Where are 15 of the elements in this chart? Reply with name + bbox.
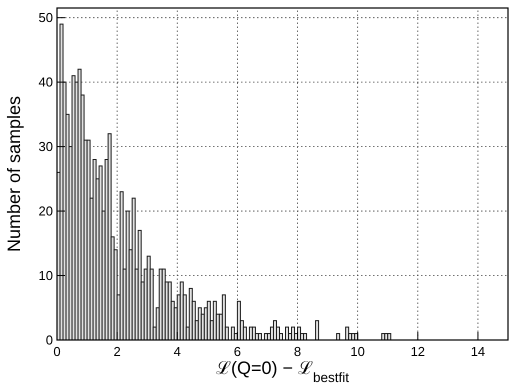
x-tick-label: 8: [294, 344, 302, 359]
y-tick-label: 40: [38, 74, 53, 90]
x-tick-label: 14: [470, 344, 486, 359]
y-tick-label: 30: [38, 139, 53, 154]
x-tick-label: 12: [410, 344, 426, 359]
x-axis-title: ℒ(Q=0) − ℒ$_{bestfit}$: [216, 358, 350, 384]
x-tick-label: 4: [174, 344, 181, 359]
y-tick-label: 20: [38, 204, 53, 219]
x-tick-label: 10: [350, 344, 365, 359]
x-tick-label: 2: [114, 344, 121, 359]
y-tick-label: 0: [46, 332, 53, 348]
y-tick-label: 10: [38, 268, 53, 284]
x-tick-label: 6: [234, 344, 242, 359]
y-tick-label: 50: [38, 10, 53, 26]
y-axis-title: Number of samples: [4, 96, 24, 252]
